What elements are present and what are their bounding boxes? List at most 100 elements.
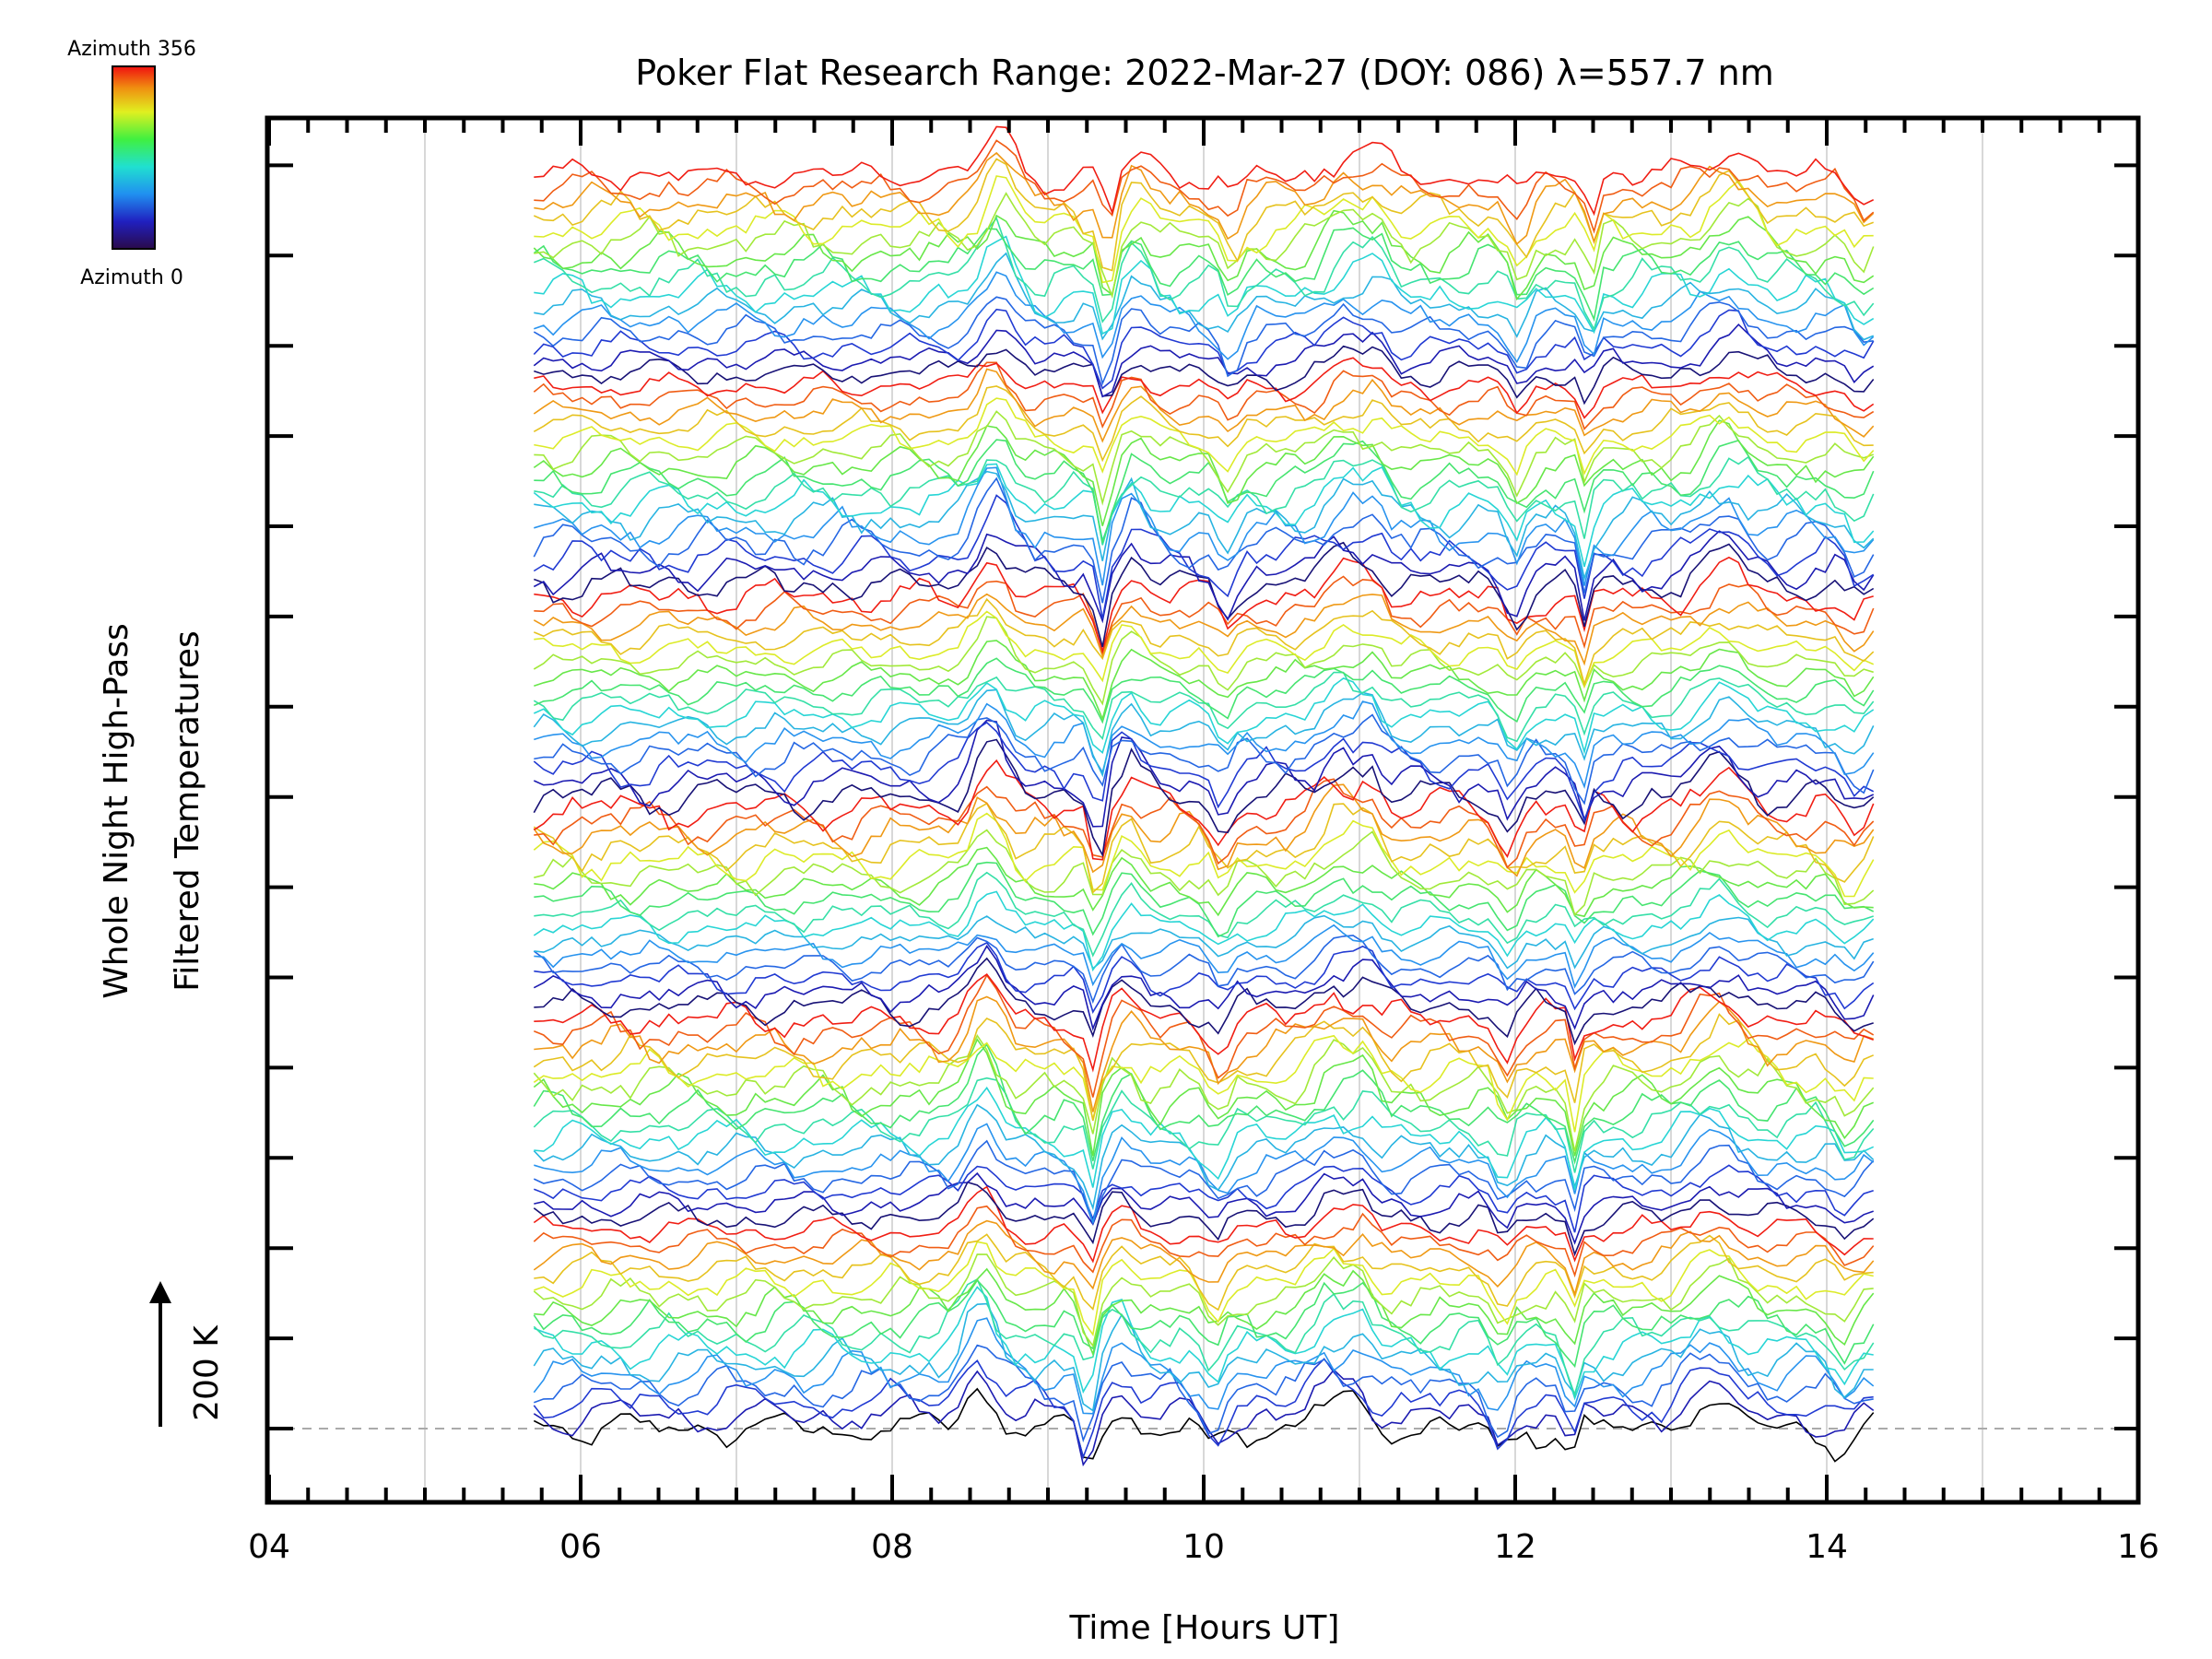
series-line xyxy=(534,924,1875,989)
series-line xyxy=(533,1013,1875,1122)
series-line xyxy=(534,1241,1874,1337)
series-line xyxy=(534,640,1875,722)
scale-indicator: 200 K xyxy=(149,1281,226,1427)
series-line xyxy=(533,209,1875,301)
series-line xyxy=(533,1219,1875,1297)
series-line xyxy=(533,890,1875,972)
x-tick-label: 14 xyxy=(1806,1528,1848,1566)
x-tick-label: 08 xyxy=(871,1528,913,1566)
x-tick-label: 10 xyxy=(1182,1528,1225,1566)
scale-label: 200 K xyxy=(188,1324,226,1421)
x-tick-label: 12 xyxy=(1494,1528,1536,1566)
series-line xyxy=(534,357,1875,419)
series-line xyxy=(534,957,1874,1046)
series-line xyxy=(533,1185,1874,1264)
series-line xyxy=(534,861,1875,938)
series-line xyxy=(533,1302,1874,1412)
series-line xyxy=(533,657,1875,724)
series-line xyxy=(534,139,1875,234)
series-line xyxy=(533,1205,1875,1278)
series-line xyxy=(534,151,1875,246)
x-tick-labels: 04 06 08 10 12 14 16 xyxy=(248,1528,2159,1566)
series-line xyxy=(533,1077,1875,1173)
series-line xyxy=(533,1253,1874,1348)
series-line xyxy=(534,1164,1874,1233)
series-line xyxy=(534,973,1874,1073)
series-line xyxy=(534,345,1875,406)
series-line xyxy=(534,1286,1874,1401)
series-line xyxy=(534,235,1875,335)
series-line xyxy=(533,1317,1875,1415)
series-line xyxy=(533,361,1875,430)
series-line xyxy=(534,713,1875,806)
x-tick-label: 16 xyxy=(2117,1528,2159,1566)
series-line xyxy=(534,941,1875,1014)
series-line xyxy=(533,463,1875,568)
series-line xyxy=(534,575,1875,655)
series-line xyxy=(533,597,1875,688)
scale-arrowhead xyxy=(149,1281,171,1303)
series-line xyxy=(533,1042,1875,1165)
series-line xyxy=(534,1086,1875,1191)
series-line xyxy=(533,671,1875,743)
series-line xyxy=(533,1033,1875,1152)
series-line xyxy=(533,759,1875,861)
colorbar-bottom-label: Azimuth 0 xyxy=(80,266,183,289)
x-tick-label: 04 xyxy=(248,1528,290,1566)
series-line xyxy=(533,368,1875,443)
series-line xyxy=(534,217,1875,332)
series-line xyxy=(534,397,1875,477)
series-line xyxy=(533,1139,1875,1226)
series-line xyxy=(533,677,1875,755)
series-line xyxy=(533,935,1875,1005)
series-line xyxy=(534,1233,1874,1312)
series-line xyxy=(533,158,1874,272)
chart-title: Poker Flat Research Range: 2022-Mar-27 (… xyxy=(635,53,1773,93)
x-axis-title: Time [Hours UT] xyxy=(1069,1609,1340,1647)
series-line xyxy=(534,410,1874,506)
series-line xyxy=(533,323,1875,398)
series-line xyxy=(534,871,1874,958)
series-line xyxy=(534,610,1875,689)
series-line xyxy=(533,688,1875,778)
series-line xyxy=(534,846,1874,918)
series-line xyxy=(534,700,1875,789)
series-line xyxy=(533,1369,1875,1467)
series-line xyxy=(533,1387,1875,1463)
series-line xyxy=(533,1038,1875,1157)
ticks xyxy=(267,118,2140,1502)
series-line xyxy=(534,466,1875,586)
series-line xyxy=(534,470,1875,582)
series-line xyxy=(534,556,1874,654)
series-line xyxy=(534,455,1875,546)
series-line xyxy=(533,1181,1875,1257)
series-line xyxy=(533,419,1875,526)
series-line xyxy=(534,125,1875,217)
series-line xyxy=(533,1034,1874,1133)
y-axis-title-line2: Filtered Temperatures xyxy=(169,630,206,992)
series-line xyxy=(533,227,1875,323)
series-line xyxy=(533,477,1875,604)
series-line xyxy=(534,1171,1874,1245)
series-line xyxy=(533,530,1875,624)
series-line xyxy=(534,1123,1875,1223)
series-line xyxy=(533,1277,1875,1398)
series-line xyxy=(534,541,1875,648)
series-line xyxy=(533,783,1875,877)
series-line xyxy=(533,593,1875,666)
series-line xyxy=(533,494,1875,619)
x-tick-label: 06 xyxy=(559,1528,602,1566)
series-line xyxy=(533,721,1875,823)
series-line xyxy=(534,778,1875,869)
series-line xyxy=(533,945,1875,1031)
series-line xyxy=(533,812,1875,898)
series-line xyxy=(533,738,1875,858)
series-line xyxy=(534,829,1875,917)
series-line xyxy=(533,802,1875,894)
series-line xyxy=(533,385,1874,463)
series-line xyxy=(534,192,1875,300)
series-line xyxy=(533,1278,1875,1369)
series-line xyxy=(534,271,1875,364)
series-line xyxy=(534,252,1875,341)
